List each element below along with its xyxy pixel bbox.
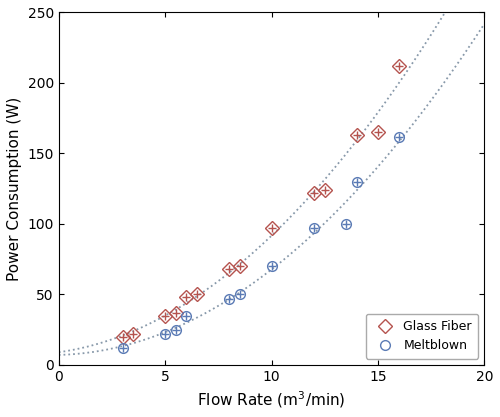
Legend: Glass Fiber, Meltblown: Glass Fiber, Meltblown xyxy=(366,314,478,359)
Y-axis label: Power Consumption (W): Power Consumption (W) xyxy=(7,97,22,281)
X-axis label: Flow Rate (m$^3$/min): Flow Rate (m$^3$/min) xyxy=(198,389,346,410)
